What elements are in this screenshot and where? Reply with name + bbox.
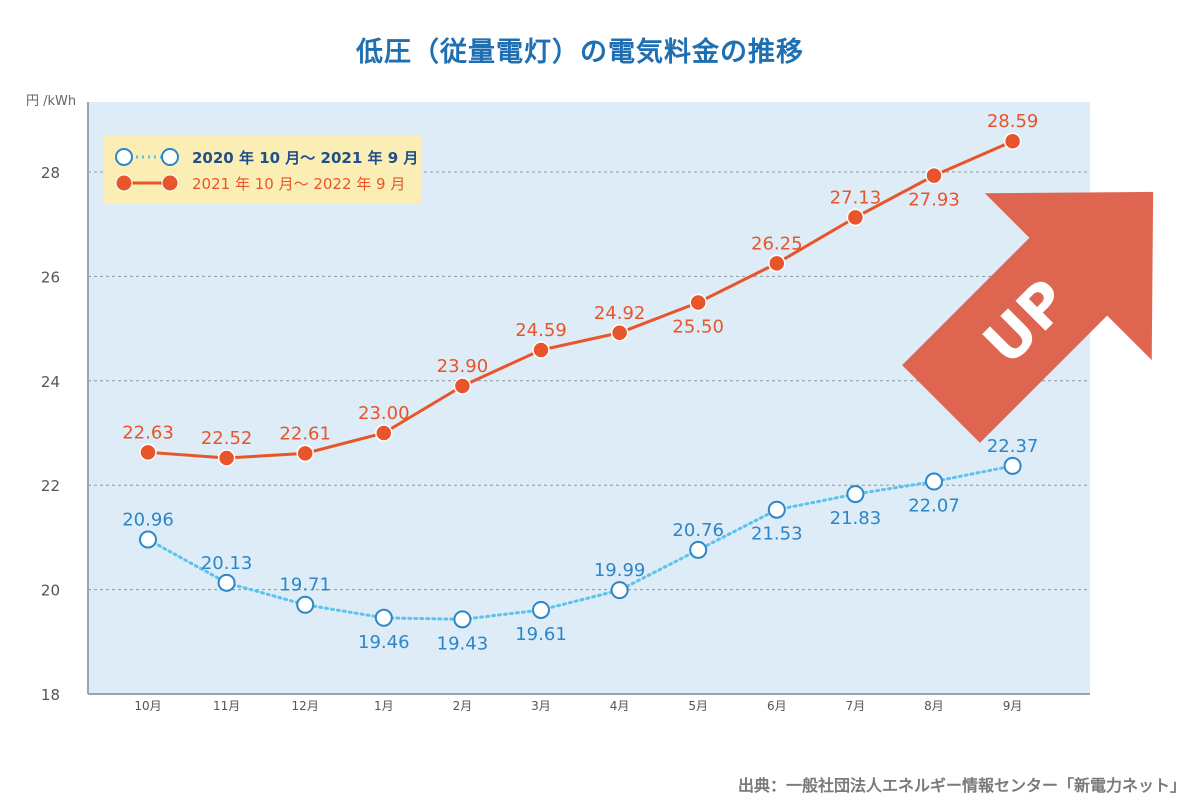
legend-label: 2020 年 10 月～ 2021 年 9 月 bbox=[192, 149, 418, 167]
data-label: 22.63 bbox=[122, 422, 174, 443]
data-series: 20.96 20.13 19.71 19.46 19.43 19.61 19.99 20.76… bbox=[122, 111, 1038, 654]
data-point bbox=[453, 377, 472, 395]
legend: 2020 年 10 月～ 2021 年 9 月 2021 年 10 月～ 2022… bbox=[104, 136, 421, 204]
y-tick-label: 22 bbox=[41, 477, 60, 495]
data-label: 27.93 bbox=[908, 190, 960, 211]
x-tick-label: 5月 bbox=[688, 699, 708, 713]
data-label: 21.53 bbox=[751, 524, 803, 545]
x-tick-label: 6月 bbox=[767, 699, 787, 713]
y-tick-label: 26 bbox=[41, 268, 60, 286]
data-point bbox=[846, 485, 865, 504]
data-label: 23.90 bbox=[437, 356, 489, 377]
y-tick-label: 24 bbox=[41, 373, 60, 391]
data-point bbox=[610, 581, 629, 600]
data-point bbox=[846, 208, 865, 227]
data-label: 23.00 bbox=[358, 403, 410, 424]
x-tick-label: 3月 bbox=[531, 699, 551, 713]
data-point bbox=[453, 610, 472, 629]
series-line bbox=[146, 464, 1015, 621]
data-label: 28.59 bbox=[987, 111, 1039, 132]
legend-marker bbox=[161, 148, 179, 166]
x-tick-label: 12月 bbox=[292, 699, 319, 713]
data-label: 24.92 bbox=[594, 303, 646, 324]
data-label: 19.99 bbox=[594, 560, 646, 581]
legend-box bbox=[104, 136, 421, 204]
chart-title: 低圧（従量電灯）の電気料金の推移 bbox=[356, 37, 804, 68]
data-point bbox=[610, 324, 629, 342]
data-point bbox=[1003, 456, 1022, 475]
data-label: 19.71 bbox=[279, 575, 331, 596]
axes: 18 20 22 24 26 28 10月 11月 12月 1月 2月 3月 4月 5月 6月 7月 8月 9月 bbox=[41, 102, 1090, 713]
data-label: 19.43 bbox=[437, 633, 489, 654]
x-tick-label: 4月 bbox=[610, 699, 630, 713]
data-point bbox=[139, 443, 157, 462]
y-axis-unit-label: 円 /kWh bbox=[26, 94, 77, 109]
data-label: 22.61 bbox=[279, 423, 331, 444]
y-tick-label: 28 bbox=[41, 164, 60, 182]
series-1: 20.96 20.13 19.71 19.46 19.43 19.61 19.99 20.76… bbox=[122, 436, 1038, 654]
legend-marker bbox=[115, 148, 133, 166]
data-label: 21.83 bbox=[830, 508, 882, 529]
y-tick-label: 18 bbox=[41, 686, 60, 704]
source-credit: 出典：一般社団法人エネルギー情報センター「新電力ネット」 bbox=[737, 776, 1186, 795]
data-point bbox=[925, 166, 943, 185]
x-tick-label: 9月 bbox=[1003, 699, 1023, 713]
data-label: 22.07 bbox=[908, 496, 960, 517]
legend-marker bbox=[115, 174, 133, 192]
data-point bbox=[1003, 132, 1022, 150]
data-point bbox=[925, 472, 943, 491]
x-tick-label: 2月 bbox=[453, 699, 473, 713]
data-point bbox=[532, 600, 550, 619]
x-tick-label: 8月 bbox=[924, 699, 944, 713]
up-arrow-annotation: UP bbox=[902, 191, 1154, 443]
x-tick-label: 1月 bbox=[374, 699, 394, 713]
data-point bbox=[689, 540, 708, 559]
x-tick-label: 11月 bbox=[213, 699, 240, 713]
data-point bbox=[532, 341, 550, 359]
series-line bbox=[146, 139, 1015, 460]
data-point bbox=[296, 595, 315, 614]
data-label: 20.96 bbox=[122, 509, 174, 530]
data-label: 19.61 bbox=[515, 624, 567, 645]
x-tick-label: 7月 bbox=[846, 699, 866, 713]
data-label: 20.76 bbox=[672, 520, 724, 541]
data-point bbox=[139, 530, 157, 549]
data-label: 25.50 bbox=[672, 317, 724, 338]
data-label: 22.37 bbox=[987, 436, 1039, 457]
x-tick-label: 10月 bbox=[134, 699, 161, 713]
data-point bbox=[375, 424, 393, 442]
data-point bbox=[374, 608, 393, 627]
data-label: 20.13 bbox=[201, 553, 253, 574]
legend-label: 2021 年 10 月～ 2022 年 9 月 bbox=[192, 175, 405, 193]
series-2: 22.63 22.52 22.61 23.00 23.90 24.59 24.92 25.50… bbox=[122, 111, 1039, 467]
data-point bbox=[296, 444, 314, 463]
data-label: 26.25 bbox=[751, 233, 803, 254]
data-point bbox=[689, 293, 707, 312]
data-point bbox=[217, 573, 236, 592]
data-point bbox=[217, 449, 236, 467]
data-label: 19.46 bbox=[358, 632, 410, 653]
data-label: 24.59 bbox=[515, 320, 567, 341]
up-arrow: UP bbox=[902, 191, 1154, 443]
data-label: 27.13 bbox=[830, 187, 882, 208]
data-label: 22.52 bbox=[201, 428, 253, 449]
legend-marker bbox=[161, 174, 179, 192]
data-point bbox=[767, 500, 786, 519]
up-arrow-shape bbox=[902, 191, 1154, 443]
y-tick-label: 20 bbox=[41, 582, 60, 600]
data-point bbox=[768, 254, 786, 273]
